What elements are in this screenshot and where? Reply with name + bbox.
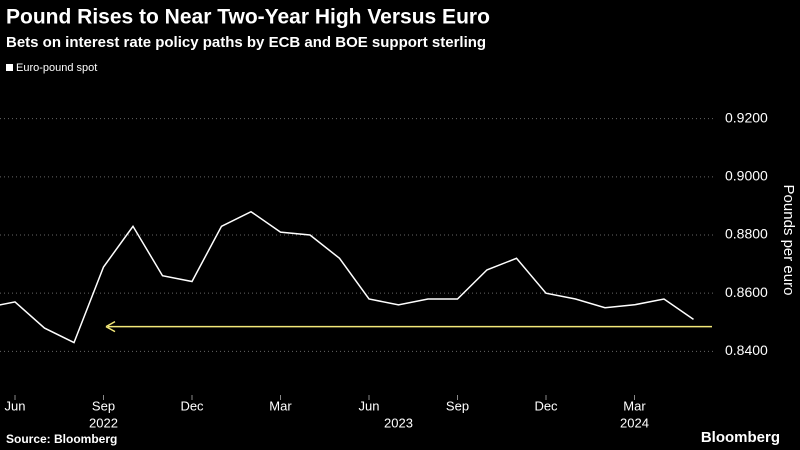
x-year-label: 2023 xyxy=(384,415,413,430)
y-tick-label: 0.9200 xyxy=(725,109,768,125)
legend-swatch xyxy=(6,64,13,71)
x-tick-label: Sep xyxy=(446,398,469,413)
y-axis-label: Pounds per euro xyxy=(780,185,797,296)
y-tick-label: 0.9000 xyxy=(725,168,768,184)
x-tick-label: Jun xyxy=(5,398,26,413)
brand: Bloomberg xyxy=(701,429,780,446)
y-tick-label: 0.8400 xyxy=(725,342,768,358)
x-year-label: 2024 xyxy=(620,415,649,430)
x-tick-label: Jun xyxy=(359,398,380,413)
source: Source: Bloomberg xyxy=(6,432,117,446)
arrow-head xyxy=(105,320,116,333)
series-line xyxy=(0,210,694,344)
x-tick-label: Dec xyxy=(180,398,204,413)
y-tick-label: 0.8600 xyxy=(725,284,768,300)
legend-label: Euro-pound spot xyxy=(16,62,97,74)
x-tick-label: Mar xyxy=(623,398,646,413)
chart-subtitle: Bets on interest rate policy paths by EC… xyxy=(6,34,486,51)
chart-title: Pound Rises to Near Two-Year High Versus… xyxy=(6,6,490,29)
x-tick-label: Dec xyxy=(534,398,558,413)
x-tick-label: Sep xyxy=(92,398,115,413)
x-year-label: 2022 xyxy=(89,415,118,430)
x-tick-label: Mar xyxy=(269,398,292,413)
y-tick-label: 0.8800 xyxy=(725,226,768,242)
